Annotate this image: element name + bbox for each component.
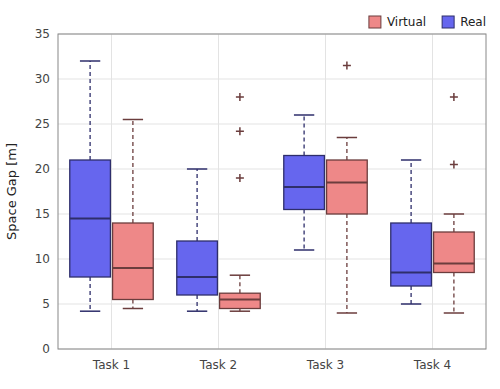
median xyxy=(391,271,432,273)
whisker-low xyxy=(89,277,90,311)
x-tick-label: Task 3 xyxy=(306,358,344,372)
grid-line xyxy=(58,214,486,215)
flier xyxy=(236,127,244,135)
cap-low xyxy=(230,310,250,312)
whisker-high xyxy=(239,275,240,293)
flier xyxy=(236,174,244,182)
flier xyxy=(236,93,244,101)
grid-line xyxy=(218,34,219,349)
box xyxy=(177,241,218,295)
whisker-low xyxy=(410,286,411,304)
flier xyxy=(343,62,351,70)
whisker-low xyxy=(132,300,133,309)
box xyxy=(220,293,261,308)
y-tick-label: 5 xyxy=(42,297,50,311)
whisker-high xyxy=(410,160,411,223)
grid-line xyxy=(432,34,433,349)
median xyxy=(284,186,325,188)
cap-high xyxy=(294,114,314,116)
x-tick-label: Task 1 xyxy=(92,358,130,372)
whisker-high xyxy=(303,115,304,156)
x-tick-label: Task 2 xyxy=(199,358,237,372)
cap-high xyxy=(123,119,143,121)
grid-line xyxy=(58,304,486,305)
whisker-high xyxy=(346,138,347,161)
legend-swatch xyxy=(442,16,454,28)
y-tick-label: 30 xyxy=(35,72,50,86)
whisker-low xyxy=(196,295,197,311)
y-tick-label: 20 xyxy=(35,162,50,176)
y-tick-label: 0 xyxy=(42,342,50,356)
whisker-high xyxy=(196,169,197,241)
box-series xyxy=(113,62,475,314)
median xyxy=(327,181,368,183)
cap-high xyxy=(187,168,207,170)
cap-high xyxy=(444,213,464,215)
cap-high xyxy=(337,137,357,139)
median xyxy=(70,217,111,219)
cap-low xyxy=(337,312,357,314)
whisker-low xyxy=(303,210,304,251)
box xyxy=(284,156,325,210)
plot-area xyxy=(58,34,486,349)
whisker-low xyxy=(453,273,454,314)
y-tick-label: 15 xyxy=(35,207,50,221)
cap-high xyxy=(230,274,250,276)
cap-low xyxy=(187,310,207,312)
whisker-high xyxy=(132,120,133,224)
cap-high xyxy=(80,60,100,62)
cap-low xyxy=(294,249,314,251)
chart: 0 5 10 15 20 25 30 35 Task 1 Task 2 Task 3 Task 4 Sp… xyxy=(0,0,500,389)
median xyxy=(177,276,218,278)
median xyxy=(113,267,154,269)
whisker-high xyxy=(89,61,90,160)
box-series xyxy=(70,61,432,311)
cap-low xyxy=(401,303,421,305)
median xyxy=(434,262,475,264)
box xyxy=(327,160,368,214)
grid-line xyxy=(111,34,112,349)
cap-high xyxy=(401,159,421,161)
y-tick-label: 25 xyxy=(35,117,50,131)
legend-label: Real xyxy=(460,15,486,29)
grid-line xyxy=(58,124,486,125)
box xyxy=(391,223,432,286)
cap-low xyxy=(123,308,143,310)
box xyxy=(113,223,154,300)
legend: Real Virtual xyxy=(369,15,486,29)
legend-label: Virtual xyxy=(387,15,426,29)
flier xyxy=(450,161,458,169)
grid-line xyxy=(58,79,486,80)
median xyxy=(220,298,261,300)
flier xyxy=(450,93,458,101)
box xyxy=(434,232,475,273)
grid-line xyxy=(58,169,486,170)
legend-swatch xyxy=(369,16,381,28)
y-tick-label: 10 xyxy=(35,252,50,266)
x-tick-label: Task 4 xyxy=(413,358,451,372)
box xyxy=(70,160,111,277)
grid xyxy=(58,34,486,349)
whisker-low xyxy=(346,214,347,313)
y-axis-label: Space Gap [m] xyxy=(4,143,19,240)
y-tick-label: 35 xyxy=(35,27,50,41)
grid-line xyxy=(325,34,326,349)
cap-low xyxy=(444,312,464,314)
whisker-high xyxy=(453,214,454,232)
marks xyxy=(70,61,474,313)
plot-frame xyxy=(58,34,486,349)
cap-low xyxy=(80,310,100,312)
